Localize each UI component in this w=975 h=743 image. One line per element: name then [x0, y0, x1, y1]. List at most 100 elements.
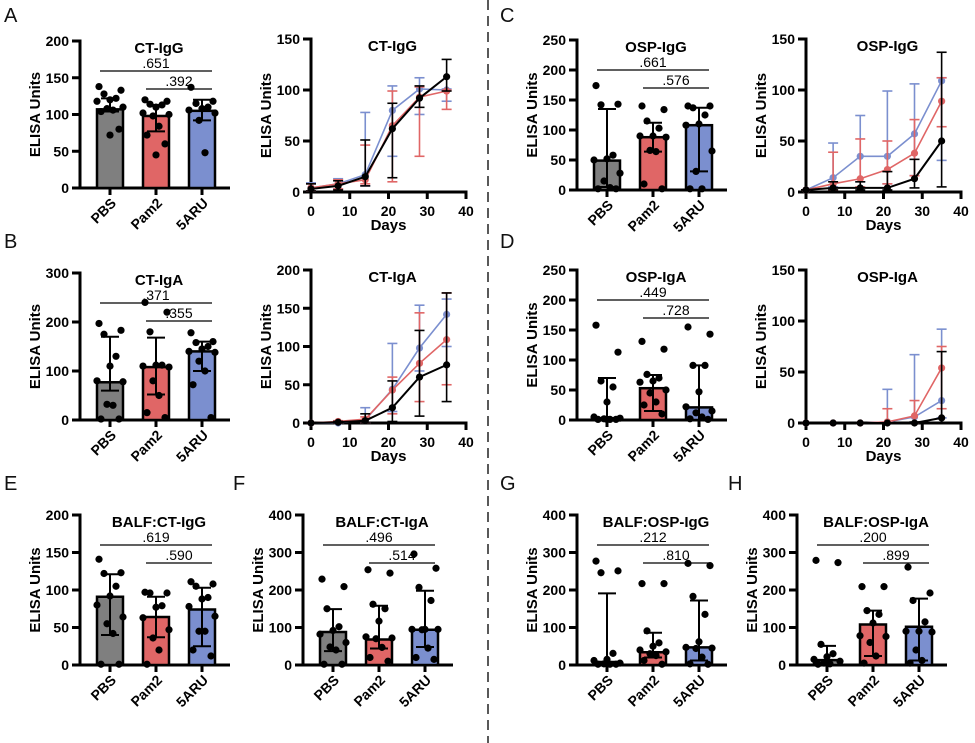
data-point — [910, 412, 919, 420]
data-point — [165, 110, 173, 119]
data-point — [834, 559, 842, 567]
data-point — [856, 419, 864, 427]
data-point — [692, 644, 700, 653]
data-point — [418, 626, 426, 634]
x-tick-label: PBS — [584, 672, 616, 704]
y-tick-label: 150 — [772, 262, 796, 278]
data-point — [682, 121, 690, 129]
x-tick-label: 5ARU — [173, 195, 211, 233]
data-point — [643, 117, 651, 125]
data-point — [340, 583, 348, 591]
x-tick-label: 0 — [802, 203, 810, 219]
data-point — [320, 660, 328, 668]
data-point — [921, 618, 929, 626]
data-point — [332, 646, 340, 654]
data-point — [883, 184, 891, 192]
data-point — [185, 106, 193, 114]
data-point — [115, 125, 123, 133]
y-axis-label: ELISA Units — [258, 73, 275, 158]
data-point — [388, 125, 396, 133]
panel-letter: F — [233, 473, 245, 495]
series-5aru — [306, 298, 452, 427]
y-tick-label: 0 — [558, 182, 566, 198]
series-line — [310, 363, 448, 424]
data-point — [649, 377, 657, 385]
x-tick-label: 30 — [419, 203, 435, 219]
series-pbs — [306, 58, 452, 193]
data-point — [185, 602, 193, 611]
y-tick-label: 50 — [53, 143, 69, 159]
x-tick-label: Pam2 — [127, 427, 165, 465]
pvalue-label: .355 — [165, 305, 192, 321]
data-point — [117, 326, 125, 334]
data-point — [704, 415, 712, 423]
data-point — [655, 124, 663, 132]
data-point — [443, 73, 451, 81]
x-tick-label: 5ARU — [173, 427, 211, 465]
panel-title: OSP-IgA — [857, 269, 918, 286]
panel-title: CT-IgA — [368, 269, 416, 286]
data-point — [415, 583, 423, 591]
x-tick-label: 0 — [307, 203, 315, 219]
data-point — [410, 550, 418, 558]
y-axis-label: ELISA Units — [753, 73, 770, 158]
series-pbs — [306, 292, 452, 427]
data-point — [326, 643, 334, 651]
x-tick-label: PBS — [87, 195, 119, 227]
y-tick-label: 200 — [269, 582, 293, 598]
data-point — [165, 626, 173, 634]
data-point — [912, 646, 920, 654]
x-tick-label: 40 — [953, 434, 969, 450]
series-5aru — [801, 328, 947, 427]
data-point — [652, 398, 660, 406]
data-point — [883, 419, 891, 427]
pvalue-label: .651 — [142, 55, 169, 71]
data-point — [612, 185, 620, 193]
data-point — [366, 653, 374, 662]
y-tick-label: 300 — [763, 545, 787, 561]
data-point — [638, 337, 646, 345]
y-tick-label: 100 — [277, 339, 301, 355]
panel-f-bar: F 0 100 200 300 400 ELISA Units BALF:CT-IgA PBS P… — [233, 473, 453, 710]
pvalue-label: .200 — [859, 529, 886, 545]
data-point — [192, 338, 200, 347]
panel-d-line: 0 50 100 150 ELISA Units OSP-IgA 0 10 20 30 40 Days — [753, 262, 969, 465]
y-tick-label: 200 — [46, 507, 70, 523]
y-tick-label: 50 — [550, 152, 566, 168]
y-tick-label: 50 — [779, 133, 795, 149]
data-point — [603, 415, 611, 423]
data-point — [378, 643, 386, 651]
data-point — [802, 419, 810, 427]
data-point — [149, 377, 157, 385]
x-tick-label: 30 — [914, 434, 930, 450]
data-point — [93, 97, 101, 105]
data-point — [910, 149, 919, 157]
y-tick-label: 250 — [543, 262, 567, 278]
data-point — [646, 146, 654, 154]
data-point — [412, 653, 420, 662]
data-point — [646, 650, 654, 658]
x-tick-label: PBS — [584, 427, 616, 459]
y-tick-label: 0 — [558, 412, 566, 428]
y-tick-label: 150 — [46, 70, 70, 86]
y-tick-label: 50 — [284, 377, 300, 393]
data-point — [192, 99, 200, 108]
data-point — [209, 580, 217, 588]
data-point — [323, 605, 331, 613]
data-point — [106, 592, 114, 600]
data-point — [695, 638, 703, 646]
data-point — [195, 116, 203, 124]
data-point — [361, 173, 369, 181]
y-tick-label: 100 — [543, 122, 567, 138]
y-tick-label: 100 — [46, 107, 70, 123]
data-point — [165, 363, 173, 371]
panel-title: BALF:CT-IgA — [335, 514, 428, 531]
x-tick-label: Pam2 — [127, 672, 165, 710]
data-point — [195, 357, 203, 365]
data-point — [829, 419, 837, 427]
y-tick-label: 150 — [277, 31, 301, 47]
data-point — [139, 109, 147, 117]
x-tick-label: Pam2 — [624, 672, 662, 710]
panel-c-line: 0 50 100 150 ELISA Units OSP-IgG 0 10 20 30 40 Days — [753, 31, 969, 234]
y-axis-label: ELISA Units — [250, 547, 267, 632]
